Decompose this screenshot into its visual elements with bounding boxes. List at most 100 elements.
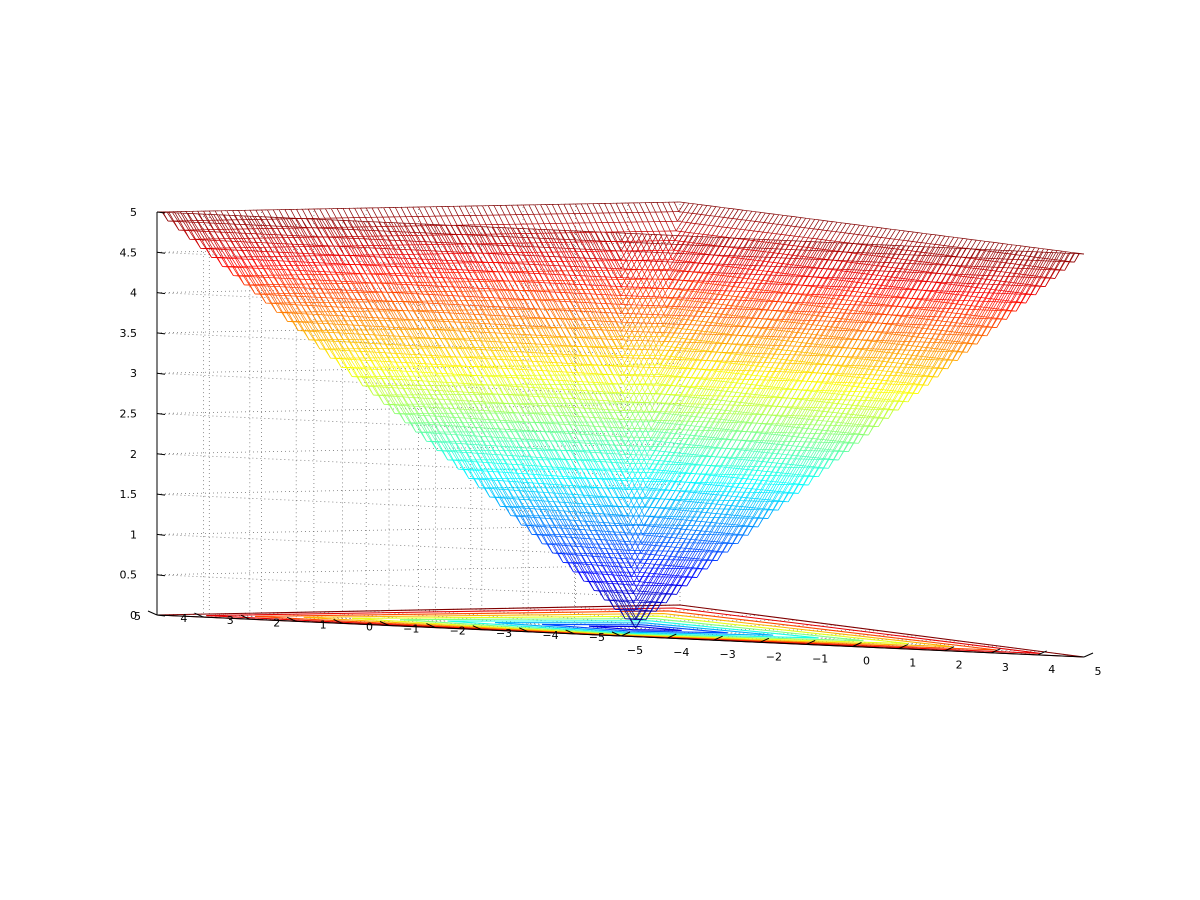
mesh-line-x — [740, 422, 747, 432]
mesh-line-x — [450, 422, 456, 433]
mesh-line-x — [223, 247, 230, 258]
mesh-line-x — [471, 431, 478, 442]
mesh-line-x — [714, 272, 720, 282]
mesh-line-x — [663, 332, 670, 342]
mesh-line-x — [697, 404, 704, 413]
mesh-line-x — [714, 290, 721, 300]
mesh-line-x — [354, 208, 360, 218]
mesh-line-x — [478, 422, 484, 432]
mesh-line-x — [690, 359, 697, 369]
mesh-line-x — [666, 411, 672, 421]
mesh-line-x — [289, 218, 296, 229]
mesh-line-x — [722, 474, 728, 484]
mesh-line-x — [255, 209, 262, 220]
mesh-line-x — [702, 386, 708, 396]
mesh-line-x — [179, 211, 186, 221]
mesh-line-x — [651, 446, 658, 456]
mesh-line-x — [412, 329, 418, 339]
mesh-line-x — [669, 568, 676, 578]
mesh-line-x — [674, 350, 681, 360]
mesh-line-x — [662, 261, 668, 271]
mesh-line-x — [648, 358, 655, 368]
mesh-line-x — [457, 394, 464, 405]
mesh-line-x — [238, 210, 244, 220]
mesh-line-x — [409, 301, 415, 311]
mesh-line-x — [838, 277, 844, 287]
mesh-line-x — [464, 459, 470, 470]
mesh-line-x — [399, 282, 405, 293]
mesh-line-x — [427, 422, 434, 433]
mesh-line-x — [687, 516, 694, 526]
mesh-line-x — [344, 245, 351, 256]
mesh-line-x — [814, 329, 821, 339]
mesh-line-x — [318, 283, 325, 294]
mesh-line-x — [311, 237, 317, 247]
mesh-line-x — [685, 359, 691, 369]
mesh-line-x — [511, 506, 517, 516]
mesh-line-x — [687, 262, 694, 272]
mesh-line-x — [697, 508, 704, 518]
mesh-line-x — [436, 385, 442, 395]
mesh-line-x — [666, 420, 673, 430]
mesh-line-x — [775, 240, 781, 249]
mesh-line-x — [633, 393, 640, 403]
mesh-line-x — [724, 273, 731, 283]
mesh-line-x — [711, 551, 718, 561]
mesh-line-x — [622, 375, 629, 385]
mesh-line-x — [340, 292, 347, 303]
mesh-line-x — [639, 402, 645, 412]
mesh-line-x — [679, 473, 686, 483]
mesh-line-x — [337, 339, 343, 349]
mesh-line-x — [739, 492, 746, 501]
mesh-line-x — [631, 269, 637, 279]
mesh-line-x — [287, 312, 294, 322]
mesh-line-x — [236, 228, 243, 239]
mesh-line-x — [750, 283, 757, 293]
mesh-line-x — [739, 256, 746, 266]
mesh-line-x — [379, 245, 386, 255]
mesh-line-x — [698, 289, 705, 299]
mesh-line-x — [656, 261, 663, 271]
mesh-line-x — [414, 366, 421, 377]
mesh-line-x — [671, 420, 678, 430]
mesh-line-x — [433, 422, 439, 433]
mesh-line-x — [342, 348, 348, 359]
mesh-line-x — [507, 478, 514, 488]
mesh-line-x — [250, 275, 257, 285]
mesh-line-x — [714, 308, 721, 318]
mesh-line-x — [321, 246, 328, 256]
mesh-line-x — [279, 274, 285, 285]
mesh-line-x — [353, 283, 359, 293]
mesh-line-x — [705, 342, 712, 352]
mesh-line-x — [633, 507, 639, 516]
mesh-line-x — [479, 478, 486, 488]
mesh-line-x — [224, 229, 231, 239]
mesh-line-x — [230, 229, 237, 239]
mesh-line-x — [428, 403, 435, 414]
mesh-line-x — [626, 295, 633, 305]
mesh-line-x — [284, 284, 290, 294]
mesh-line-x — [327, 246, 334, 256]
mesh-line-x — [208, 220, 215, 230]
mesh-line-x — [742, 457, 749, 467]
mesh-line-x — [296, 209, 302, 219]
mesh-line-x — [754, 247, 761, 257]
mesh-line-x — [365, 207, 372, 218]
mesh-line-x — [652, 314, 659, 324]
mesh-line-x — [681, 577, 687, 586]
mesh-line-x — [423, 329, 430, 339]
mesh-line-x — [648, 498, 655, 508]
mesh-line-x — [288, 228, 295, 238]
mesh-line-x — [683, 298, 690, 307]
mesh-line-x — [426, 300, 432, 311]
mesh-line-x — [651, 544, 657, 546]
mesh-line-x — [647, 472, 654, 482]
mesh-line-x — [501, 487, 507, 498]
mesh-line-x — [822, 259, 828, 269]
mesh-line-x — [467, 413, 474, 423]
mesh-line-x — [377, 329, 384, 340]
mesh-line-x — [761, 423, 768, 433]
mesh-line-x — [667, 446, 674, 456]
mesh-line-x — [434, 338, 440, 349]
mesh-line-x — [794, 346, 801, 355]
